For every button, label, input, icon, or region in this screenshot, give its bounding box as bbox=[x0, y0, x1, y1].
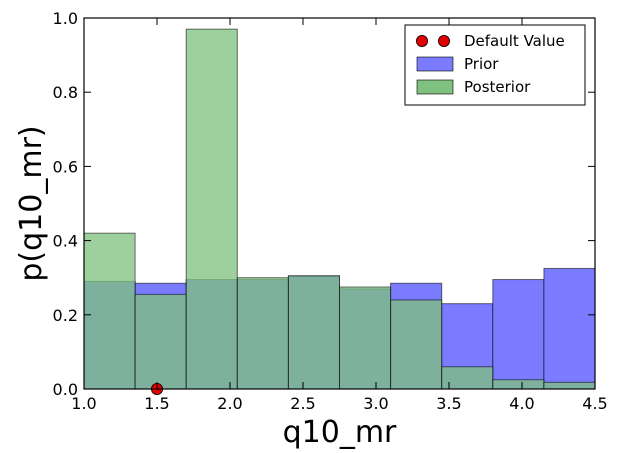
prior-bar-9 bbox=[543, 267, 596, 390]
legend-posterior-label: Posterior bbox=[464, 78, 531, 96]
posterior-bar-3 bbox=[236, 277, 289, 390]
posterior-bar-5 bbox=[339, 286, 392, 390]
prior-bar-8 bbox=[492, 279, 545, 390]
x-tick-label-4: 3.0 bbox=[363, 394, 388, 413]
y-tick-label-2: 0.4 bbox=[53, 232, 78, 251]
x-tick-label-5: 3.5 bbox=[436, 394, 461, 413]
legend-default-marker-right bbox=[437, 35, 450, 48]
x-axis-title: q10_mr bbox=[283, 415, 397, 450]
x-tick-label-6: 4.0 bbox=[509, 394, 534, 413]
y-tick-label-5: 1.0 bbox=[53, 9, 78, 28]
posterior-bar-0 bbox=[83, 232, 136, 390]
x-tick-label-3: 2.5 bbox=[290, 394, 315, 413]
legend-prior-label: Prior bbox=[464, 55, 499, 73]
posterior-bar-2 bbox=[185, 28, 238, 390]
posterior-bar-6 bbox=[390, 299, 443, 390]
y-tick-label-0: 0.0 bbox=[53, 380, 78, 399]
plot-frame bbox=[83, 17, 596, 390]
x-tick-label-7: 4.5 bbox=[582, 394, 607, 413]
x-tick-label-1: 1.5 bbox=[144, 394, 169, 413]
legend-default-marker-left bbox=[415, 35, 428, 48]
x-tick-label-2: 2.0 bbox=[217, 394, 242, 413]
legend: Default Value Prior Posterior bbox=[404, 24, 586, 106]
y-tick-label-4: 0.8 bbox=[53, 83, 78, 102]
posterior-bar-4 bbox=[287, 275, 340, 390]
legend-prior-swatch bbox=[416, 56, 454, 72]
x-tick-label-0: 1.0 bbox=[71, 394, 96, 413]
bars-layer bbox=[83, 28, 596, 390]
legend-posterior-swatch bbox=[416, 79, 454, 95]
axes-layer: 1.0 1.5 2.0 2.5 3.0 3.5 4.0 4.5 0.0 0.2 0.4 0.6 0.8 1… bbox=[53, 9, 608, 413]
posterior-bar-1 bbox=[134, 293, 187, 390]
legend-default-label: Default Value bbox=[464, 32, 565, 50]
y-tick-label-1: 0.2 bbox=[53, 306, 78, 325]
y-axis-title: p(q10_mr) bbox=[14, 125, 49, 281]
posterior-bar-8 bbox=[492, 379, 545, 390]
y-tick-label-3: 0.6 bbox=[53, 157, 78, 176]
posterior-bar-9 bbox=[543, 381, 596, 390]
